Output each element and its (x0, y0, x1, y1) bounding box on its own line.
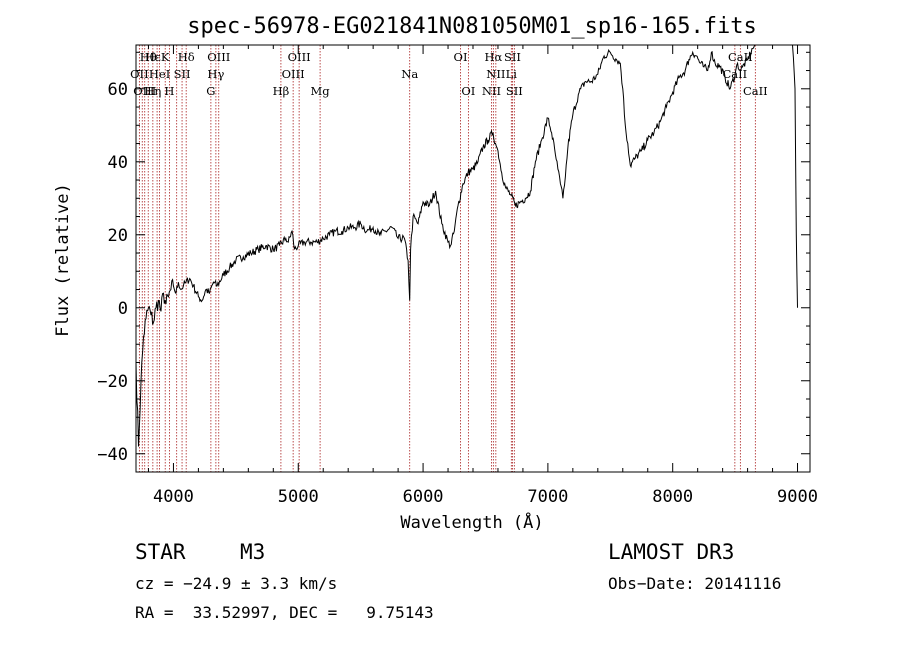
x-tick-label: 5000 (278, 487, 319, 507)
spectral-line-label: Na (401, 67, 418, 81)
spectrum-line (135, 44, 798, 447)
x-axis-label: Wavelength (Å) (400, 511, 543, 533)
spectral-line-label: Hη (144, 84, 161, 98)
y-axis-ticks: −40 −20 0 20 40 60 (97, 51, 810, 465)
survey-name: LAMOST DR3 (608, 540, 735, 564)
y-tick-label: 20 (108, 226, 128, 246)
y-axis-label: Flux (relative) (53, 183, 73, 337)
ra-dec-coordinates: RA = 33.52997, DEC = 9.75143 (135, 603, 434, 622)
redshift-cz: cz = −24.9 ± 3.3 km/s (135, 574, 338, 593)
spectral-line-label: K (161, 50, 170, 64)
observation-date: Obs−Date: 20141116 (608, 574, 782, 593)
x-tick-label: 6000 (403, 487, 444, 507)
spectral-line-label: Hβ (273, 84, 290, 98)
spectral-line-label: Hε (145, 50, 161, 64)
spectral-line-label: Hδ (178, 50, 195, 64)
spectral-line-label: OIII (133, 84, 156, 98)
spectral-line-label: NII (486, 67, 505, 81)
x-tick-label: 7000 (527, 487, 568, 507)
spectral-line-label: CaII (728, 50, 753, 64)
spectral-line-label: Hθ (140, 50, 157, 64)
spectral-line-label: NII (482, 84, 501, 98)
spectral-line-label: SII (506, 84, 523, 98)
spectral-line-label: OI (454, 50, 468, 64)
spectral-line-label: SII (504, 50, 521, 64)
spectral-line-label: CaII (743, 84, 768, 98)
x-tick-label: 9000 (777, 487, 818, 507)
spectral-line-label: Li (506, 67, 518, 81)
y-tick-label: 40 (108, 153, 128, 173)
spectral-line-markers (138, 45, 756, 472)
spectral-line-label: HeI (149, 67, 170, 81)
y-tick-label: 60 (108, 80, 128, 100)
spectral-line-label: Hγ (207, 67, 224, 81)
y-tick-label: −20 (97, 372, 128, 392)
x-tick-label: 8000 (652, 487, 693, 507)
y-tick-label: 0 (118, 299, 128, 319)
plot-frame (135, 44, 811, 473)
spectral-line-label: SII (174, 67, 191, 81)
chart-title: spec-56978-EG021841N081050M01_sp16-165.f… (187, 14, 757, 39)
spectral-line-label: Hα (484, 50, 502, 64)
spectral-line-label: H (164, 84, 174, 98)
spectral-line-label: Mg (311, 84, 331, 98)
spectral-line-label: OI (461, 84, 475, 98)
spectral-line-label: OIII (282, 67, 305, 81)
x-axis-ticks: 4000 5000 6000 7000 8000 9000 (147, 45, 818, 507)
spectral-line-label: OII (130, 67, 149, 81)
object-class: STAR (135, 540, 186, 564)
y-tick-label: −40 (97, 445, 128, 465)
x-tick-label: 4000 (153, 487, 194, 507)
spectral-line-label: G (206, 84, 215, 98)
spectral-line-label: OIII (288, 50, 311, 64)
spectral-line-label: OIII (207, 50, 230, 64)
object-subclass: M3 (240, 540, 266, 564)
